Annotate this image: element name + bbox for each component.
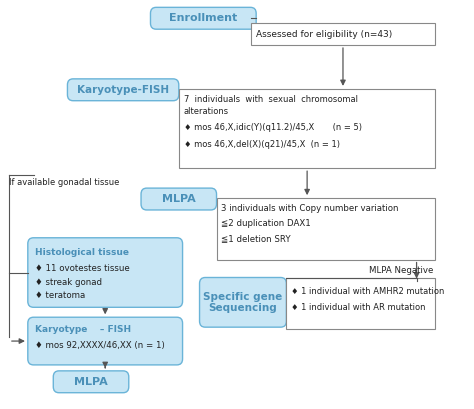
Text: Assessed for eligibility (n=43): Assessed for eligibility (n=43) [256,30,392,39]
FancyBboxPatch shape [53,371,129,393]
Text: Specific gene
Sequencing: Specific gene Sequencing [203,292,283,313]
FancyBboxPatch shape [28,238,182,307]
Text: ♦ 1 individual with AMHR2 mutation: ♦ 1 individual with AMHR2 mutation [291,288,445,297]
Text: ♦ mos 92,XXXX/46,XX (n = 1): ♦ mos 92,XXXX/46,XX (n = 1) [36,341,165,350]
FancyBboxPatch shape [200,277,286,327]
Text: ♦ mos 46,X,del(X)(q21)/45,X  (n = 1): ♦ mos 46,X,del(X)(q21)/45,X (n = 1) [183,140,339,149]
Text: ♦ 11 ovotestes tissue: ♦ 11 ovotestes tissue [36,263,130,272]
Bar [250,23,436,45]
Text: MLPA: MLPA [162,194,196,204]
FancyBboxPatch shape [28,317,182,365]
Text: Enrollment: Enrollment [169,13,237,23]
Bar [179,89,436,168]
Text: MLPA Negative: MLPA Negative [369,265,434,274]
Text: Karyotype    – FISH: Karyotype – FISH [36,325,131,334]
Text: ≦1 deletion SRY: ≦1 deletion SRY [221,234,291,243]
Text: ♦ teratoma: ♦ teratoma [36,291,86,300]
Text: Histological tissue: Histological tissue [36,248,129,257]
Text: ♦ mos 46,X,idic(Y)(q11.2)/45,X       (n = 5): ♦ mos 46,X,idic(Y)(q11.2)/45,X (n = 5) [183,123,362,132]
Text: Karyotype-FISH: Karyotype-FISH [77,85,169,95]
FancyBboxPatch shape [67,79,179,101]
Text: ≦2 duplication DAX1: ≦2 duplication DAX1 [221,219,311,228]
Bar [286,277,436,329]
Text: ♦ streak gonad: ♦ streak gonad [36,277,102,286]
FancyBboxPatch shape [150,7,256,29]
Text: MLPA: MLPA [74,377,108,387]
Text: If available gonadal tissue: If available gonadal tissue [9,178,119,187]
Text: ♦ 1 individual with AR mutation: ♦ 1 individual with AR mutation [291,303,426,312]
Bar [217,198,436,260]
Text: 7  individuals  with  sexual  chromosomal: 7 individuals with sexual chromosomal [183,95,357,104]
FancyBboxPatch shape [141,188,217,210]
Text: 3 individuals with Copy number variation: 3 individuals with Copy number variation [221,204,399,213]
Text: alterations: alterations [183,107,228,116]
